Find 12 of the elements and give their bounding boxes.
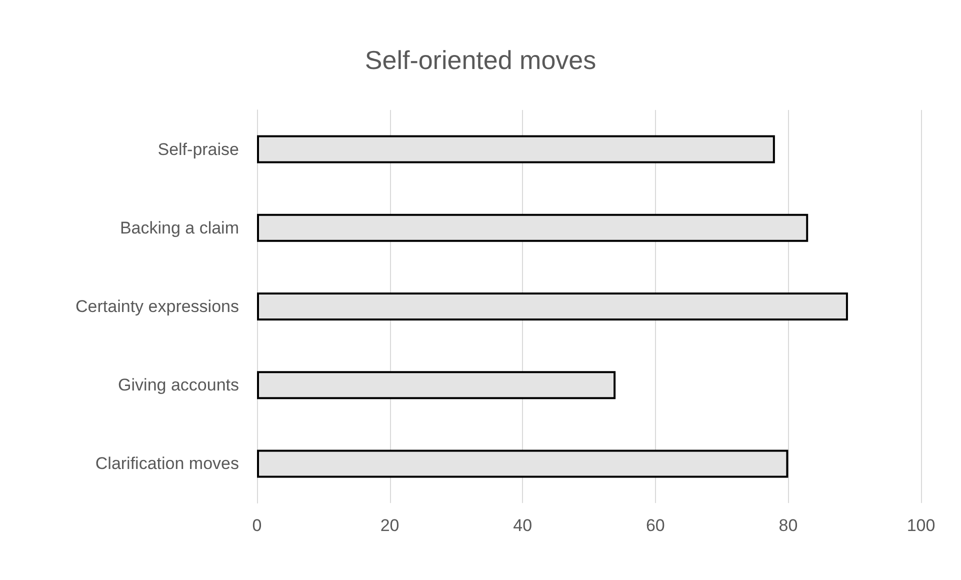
x-tick-label: 60 xyxy=(646,516,665,535)
y-tick-label: Giving accounts xyxy=(118,376,239,395)
y-tick-label: Certainty expressions xyxy=(76,297,239,316)
y-tick-label: Self-praise xyxy=(158,140,239,159)
y-tick-label: Clarification moves xyxy=(95,454,239,474)
x-tick-label: 100 xyxy=(906,516,936,535)
chart-title: Self-oriented moves xyxy=(364,45,596,75)
x-tick-label: 80 xyxy=(778,516,798,535)
x-tick-label: 20 xyxy=(380,516,400,535)
y-tick-label: Backing a claim xyxy=(120,218,239,238)
x-tick-label: 40 xyxy=(513,516,532,535)
x-tick-label: 0 xyxy=(252,516,262,535)
